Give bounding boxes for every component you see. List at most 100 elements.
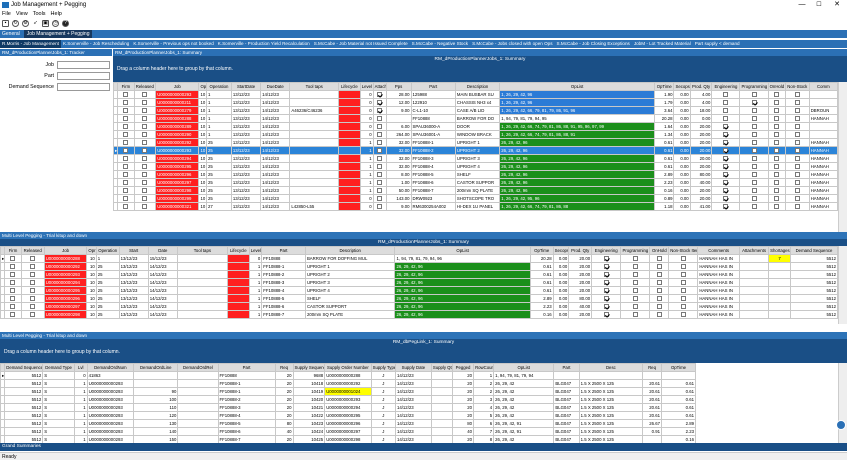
- non-stock-checkbox[interactable]: [680, 272, 686, 278]
- grid2-column-header[interactable]: Prod. Qty: [568, 246, 593, 255]
- grid2-column-header[interactable]: Lifecycle: [226, 246, 250, 255]
- tab-negative-stock[interactable]: S.McCabe - Negative Stock: [411, 41, 469, 46]
- grid3-column-header[interactable]: Req: [274, 363, 294, 372]
- menu-view[interactable]: View: [15, 11, 28, 17]
- onhold-checkbox[interactable]: [774, 92, 780, 98]
- programming-checkbox[interactable]: [632, 280, 638, 286]
- peglink-row[interactable]: ▸ 5512 S 0 41863 FF10888 20 9688 U0000000000288 J…: [0, 371, 696, 380]
- grid2-column-header[interactable]: Demand Sequence: [789, 246, 838, 255]
- engineering-checkbox[interactable]: [603, 304, 609, 310]
- released-checkbox[interactable]: [142, 132, 148, 138]
- firm-checkbox[interactable]: [123, 124, 129, 130]
- onhold-checkbox[interactable]: [656, 312, 662, 318]
- grid1-column-header[interactable]: Description: [454, 82, 501, 91]
- firm-checkbox[interactable]: [123, 188, 129, 194]
- grid3-column-header[interactable]: OpTime: [661, 363, 696, 372]
- peglink-row[interactable]: 5512 S 1 U0000000000293 120 FF10888-4 20 10422 U…: [0, 411, 696, 420]
- settings-icon[interactable]: ⚙: [22, 19, 29, 27]
- pegging-jobs-row[interactable]: U0000000000293 10 25 13/12/23 14/12/23 1 FF108…: [0, 270, 838, 279]
- grid1-column-header[interactable]: OnHold: [767, 82, 786, 91]
- supply-order-number[interactable]: U0000000001024: [324, 387, 372, 396]
- engineering-checkbox[interactable]: [603, 288, 609, 294]
- nav-job-management[interactable]: Job Management + Pegging: [23, 30, 93, 38]
- grid2-column-header[interactable]: Comments: [697, 246, 740, 255]
- grid1-column-header[interactable]: Job: [155, 82, 200, 91]
- non-stock-checkbox[interactable]: [794, 108, 800, 114]
- non-stock-checkbox[interactable]: [680, 296, 686, 302]
- programming-checkbox[interactable]: [751, 180, 757, 186]
- programming-checkbox[interactable]: [751, 172, 757, 178]
- onhold-checkbox[interactable]: [774, 108, 780, 114]
- jobs-table-row[interactable]: U0000000000293 10 1 13/12/23 14/12/23 0 28.00 1…: [113, 90, 838, 99]
- grid2-column-header[interactable]: Non-Stock Item: [668, 246, 699, 255]
- firm-checkbox[interactable]: [10, 296, 16, 302]
- save-icon[interactable]: ▪: [2, 19, 9, 27]
- non-stock-checkbox[interactable]: [794, 164, 800, 170]
- jobs-table-row[interactable]: U0000000000294 10 25 13/12/23 14/12/23 1 32.00…: [113, 154, 838, 163]
- job-number[interactable]: U0000000000279: [155, 106, 200, 115]
- programming-checkbox[interactable]: [632, 312, 638, 318]
- peglink-row[interactable]: 5512 S 1 U0000000000293 90 FF10888-1 20 10419 U0…: [0, 387, 696, 396]
- grid1-column-header[interactable]: OpList: [499, 82, 656, 91]
- programming-checkbox[interactable]: [751, 116, 757, 122]
- job-number[interactable]: U0000000000290: [155, 130, 200, 139]
- grid2-column-header[interactable]: Engineering: [591, 246, 622, 255]
- programming-checkbox[interactable]: [632, 288, 638, 294]
- peglink-row[interactable]: 5512 S 1 U0000000000293 100 FF10888-2 20 10420 U…: [0, 395, 696, 404]
- attach-checkbox[interactable]: [377, 124, 383, 130]
- firm-checkbox[interactable]: [10, 272, 16, 278]
- grid1-column-header[interactable]: Lifecycle: [338, 82, 361, 91]
- onhold-checkbox[interactable]: [656, 288, 662, 294]
- engineering-checkbox[interactable]: [723, 204, 729, 210]
- attach-checkbox[interactable]: [377, 92, 383, 98]
- non-stock-checkbox[interactable]: [794, 180, 800, 186]
- grid3-column-header[interactable]: Supply Sequence: [292, 363, 326, 372]
- engineering-checkbox[interactable]: [723, 188, 729, 194]
- programming-checkbox[interactable]: [632, 304, 638, 310]
- engineering-checkbox[interactable]: [603, 256, 609, 262]
- grid1-column-header[interactable]: StartDate: [230, 82, 262, 91]
- tab-jobs-closed[interactable]: S.McCabe - Jobs closed with open Ops: [472, 41, 553, 46]
- tab-job-management[interactable]: R.Morris - Job Management: [0, 40, 61, 48]
- grid1-column-header[interactable]: Opr: [198, 82, 208, 91]
- non-stock-checkbox[interactable]: [680, 304, 686, 310]
- firm-checkbox[interactable]: [123, 156, 129, 162]
- grid1-column-header[interactable]: Engineering: [711, 82, 741, 91]
- engineering-checkbox[interactable]: [723, 196, 729, 202]
- engineering-checkbox[interactable]: [723, 180, 729, 186]
- firm-checkbox[interactable]: [10, 280, 16, 286]
- engineering-checkbox[interactable]: [723, 172, 729, 178]
- released-checkbox[interactable]: [142, 148, 148, 154]
- job-number[interactable]: U0000000000298: [155, 186, 200, 195]
- jobs-table-row[interactable]: U0000000000321 10 27 13/12/23 14/12/23 L42850…: [113, 202, 838, 211]
- firm-checkbox[interactable]: [123, 140, 129, 146]
- firm-checkbox[interactable]: [123, 196, 129, 202]
- jobs-table-row[interactable]: U0000000000299 10 25 13/12/23 14/12/23 0 143.0…: [113, 194, 838, 203]
- attach-checkbox[interactable]: [377, 188, 383, 194]
- onhold-checkbox[interactable]: [656, 296, 662, 302]
- supply-order-number[interactable]: U0000000000296: [324, 419, 372, 428]
- job-number[interactable]: U0000000000292: [43, 262, 88, 271]
- grid2-column-header[interactable]: Released: [20, 246, 45, 255]
- peglink-row[interactable]: 5512 S 1 U0000000000293 140 FF10888-6 40 10424 U…: [0, 427, 696, 436]
- help-icon[interactable]: ?: [62, 19, 69, 27]
- onhold-checkbox[interactable]: [774, 132, 780, 138]
- engineering-checkbox[interactable]: [603, 296, 609, 302]
- onhold-checkbox[interactable]: [774, 156, 780, 162]
- job-number[interactable]: U0000000000299: [155, 194, 200, 203]
- grid3-column-header[interactable]: Desc: [578, 363, 644, 372]
- grid1-column-header[interactable]: Programming: [739, 82, 769, 91]
- attach-checkbox[interactable]: [377, 172, 383, 178]
- jobs-table-row[interactable]: U0000000000298 10 25 13/12/23 14/12/23 1 50.00…: [113, 186, 838, 195]
- programming-checkbox[interactable]: [632, 256, 638, 262]
- jobs-table-row[interactable]: U0000000000288 10 1 13/12/23 14/12/23 0 FF1088…: [113, 114, 838, 123]
- grid3-column-header[interactable]: Pegged: [451, 363, 475, 372]
- firm-checkbox[interactable]: [123, 180, 129, 186]
- tab-yield-recalc[interactable]: K.Somerville - Production Yield Recalcul…: [217, 41, 310, 46]
- released-checkbox[interactable]: [142, 140, 148, 146]
- released-checkbox[interactable]: [142, 188, 148, 194]
- grid3-column-header[interactable]: Demand Sequence: [4, 363, 44, 372]
- supply-order-number[interactable]: U0000000000297: [324, 427, 372, 436]
- rocket-icon[interactable]: ➶: [33, 19, 38, 26]
- onhold-checkbox[interactable]: [656, 280, 662, 286]
